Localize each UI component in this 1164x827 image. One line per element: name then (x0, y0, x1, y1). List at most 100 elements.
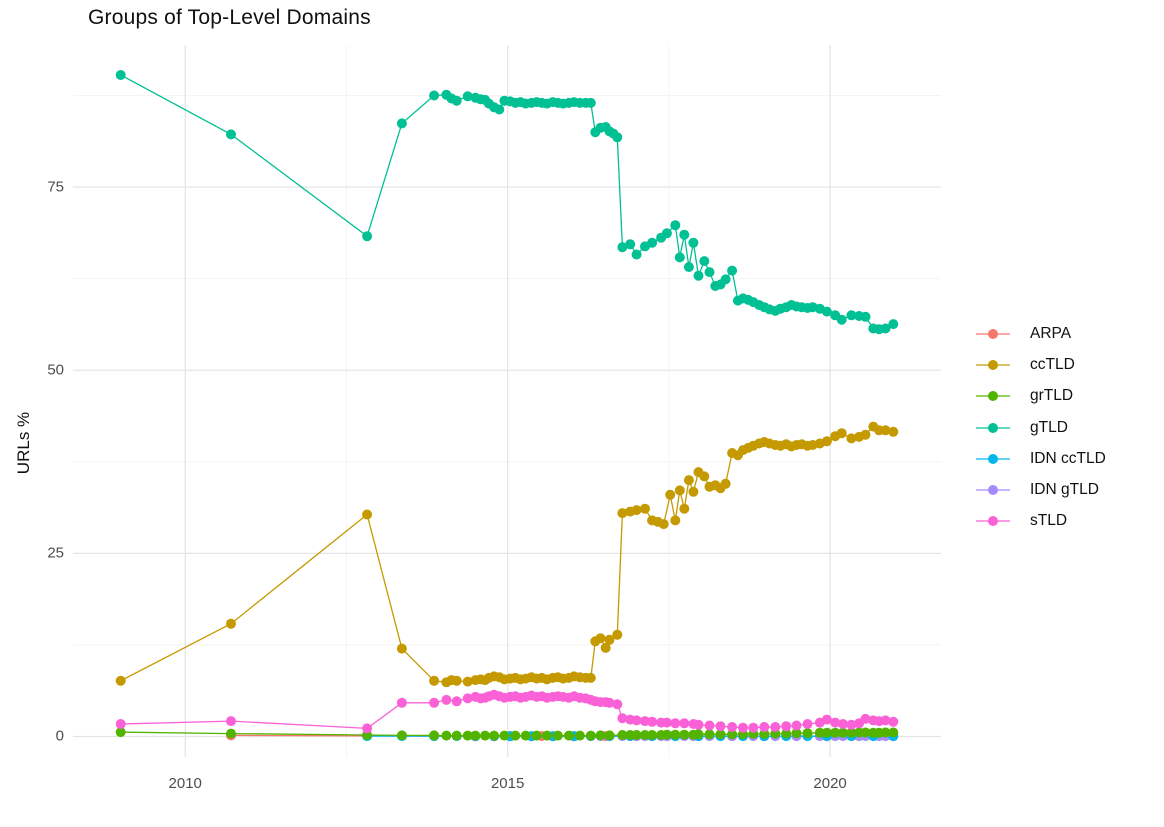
legend-label: ARPA (1030, 324, 1072, 342)
data-point-grtld (604, 730, 615, 741)
legend-key-icon (976, 391, 1010, 402)
data-point-stld (115, 719, 126, 729)
data-point-stld (679, 718, 690, 729)
data-point-cctld (226, 618, 236, 629)
data-point-grtld (531, 730, 542, 741)
data-point-gtld (699, 256, 710, 267)
legend-item-grtld: grTLD (976, 381, 1106, 412)
data-point-gtld (647, 237, 658, 248)
data-point-grtld (115, 727, 126, 738)
data-point-gtld (888, 319, 899, 330)
data-point-grtld (880, 727, 891, 738)
data-point-stld (821, 714, 832, 725)
data-point-grtld (441, 730, 452, 741)
data-point-gtld (451, 95, 462, 106)
data-point-gtld (585, 97, 596, 108)
data-point-cctld (888, 426, 899, 437)
data-point-stld (791, 720, 802, 731)
data-point-grtld (574, 730, 585, 741)
legend-key-icon (976, 485, 1010, 496)
data-point-stld (781, 721, 792, 732)
x-tick-label: 2020 (813, 775, 847, 792)
legend-key-icon (976, 422, 1010, 433)
data-point-stld (396, 697, 407, 708)
chart-title: Groups of Top-Level Domains (88, 6, 371, 29)
y-tick-label: 50 (47, 361, 64, 379)
data-point-cctld (658, 519, 669, 530)
legend-item-gtld: gTLD (976, 412, 1106, 443)
data-point-stld (441, 694, 452, 705)
data-point-grtld (617, 730, 628, 740)
legend-item-stld: sTLD (976, 506, 1106, 537)
data-point-gtld (693, 270, 704, 281)
data-point-grtld (520, 730, 531, 741)
data-point-grtld (480, 730, 491, 741)
data-point-cctld (604, 634, 615, 645)
data-point-cctld (429, 675, 440, 686)
data-point-grtld (814, 727, 825, 738)
data-point-gtld (670, 220, 681, 231)
legend-key-icon (976, 359, 1010, 370)
data-point-stld (612, 699, 623, 710)
data-point-gtld (727, 265, 738, 276)
data-point-cctld (595, 633, 606, 644)
data-point-gtld (704, 267, 715, 278)
data-point-grtld (451, 730, 462, 741)
data-point-cctld (617, 508, 628, 519)
data-point-gtld (688, 237, 699, 248)
data-point-stld (715, 721, 726, 732)
data-point-stld (617, 713, 628, 724)
data-point-grtld (563, 730, 574, 741)
data-point-gtld (429, 90, 440, 101)
data-point-gtld (846, 310, 857, 321)
data-point-stld (888, 716, 899, 727)
y-tick-label: 25 (47, 544, 64, 562)
data-point-stld (670, 718, 681, 729)
data-point-cctld (821, 436, 832, 447)
legend-item-arpa: ARPA (976, 318, 1106, 349)
data-point-cctld (670, 515, 681, 526)
data-point-stld (838, 719, 848, 729)
data-point-stld (802, 719, 813, 729)
data-point-stld (830, 717, 841, 728)
data-point-grtld (821, 727, 832, 738)
data-point-stld (604, 697, 615, 708)
data-point-grtld (585, 730, 596, 741)
legend-key-icon (976, 328, 1010, 339)
data-point-gtld (679, 229, 690, 240)
data-point-cctld (860, 429, 871, 440)
data-point-cctld (115, 675, 126, 686)
legend-label: IDN gTLD (1030, 481, 1099, 499)
data-point-stld (738, 722, 748, 733)
x-tick-label: 2015 (490, 775, 525, 792)
legend-label: sTLD (1030, 512, 1068, 530)
data-point-stld (880, 715, 891, 726)
data-point-cctld (699, 471, 710, 482)
data-point-gtld (683, 262, 694, 272)
data-point-grtld (631, 730, 642, 740)
data-point-stld (693, 719, 704, 730)
data-point-stld (462, 693, 473, 704)
data-point-stld (631, 715, 642, 726)
legend-item-idn-gtld: IDN gTLD (976, 474, 1106, 505)
data-point-grtld (499, 730, 510, 741)
data-point-grtld (715, 729, 726, 740)
data-point-gtld (462, 91, 473, 102)
data-point-stld (451, 696, 462, 707)
data-point-grtld (595, 730, 606, 741)
data-point-grtld (791, 728, 802, 739)
data-point-cctld (362, 509, 373, 520)
data-point-cctld (612, 629, 623, 640)
data-point-grtld (704, 729, 715, 740)
data-point-stld (429, 697, 440, 708)
legend-label: ccTLD (1030, 355, 1075, 373)
data-point-gtld (625, 239, 636, 250)
legend-label: gTLD (1030, 418, 1068, 436)
data-point-cctld (600, 642, 611, 653)
legend: ARPA ccTLD grTLD gTLD IDN ccTLD IDN gTLD sTLD (976, 318, 1106, 537)
data-point-cctld (396, 643, 407, 654)
data-point-cctld (688, 486, 699, 497)
data-point-grtld (396, 730, 407, 741)
